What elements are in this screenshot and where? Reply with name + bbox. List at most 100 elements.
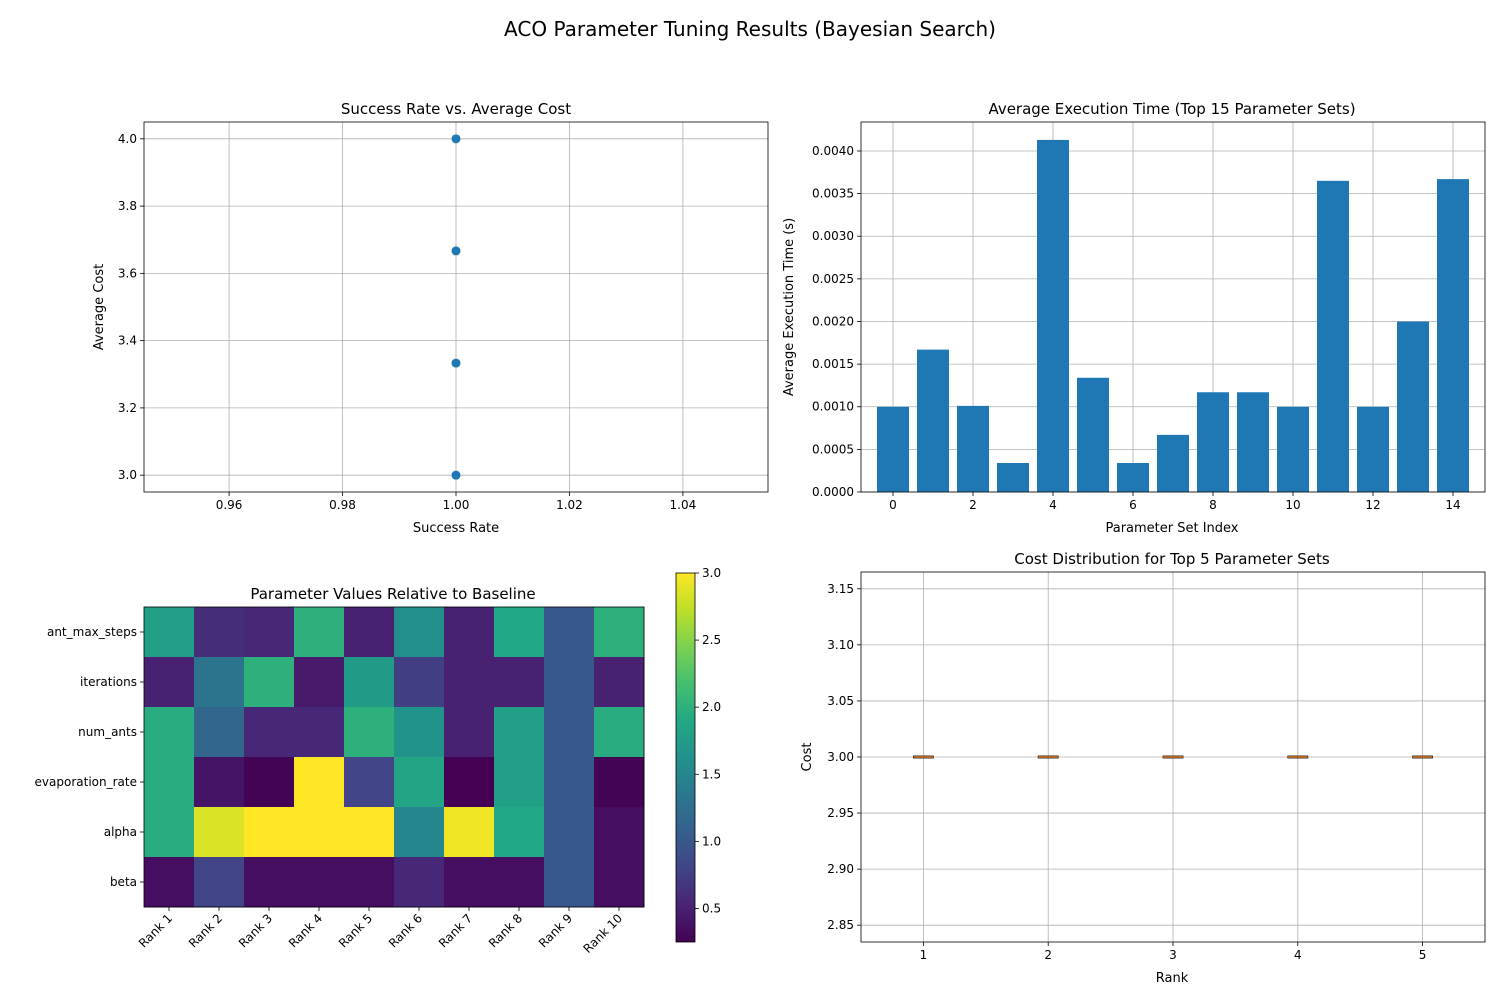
heatmap-cell — [594, 707, 645, 758]
scatter-y-tick-label: 3.0 — [118, 468, 137, 482]
box-x-tick-label: 4 — [1294, 948, 1302, 962]
heatmap-row-label: iterations — [80, 675, 137, 689]
bar — [1117, 463, 1149, 492]
bar-y-tick-label: 0.0030 — [812, 229, 854, 243]
heatmap-cell — [244, 757, 295, 808]
colorbar-tick-label: 3.0 — [702, 566, 721, 580]
heatmap-cell — [244, 657, 295, 708]
scatter-point — [451, 470, 461, 480]
heatmap-cell — [244, 707, 295, 758]
colorbar-tick-label: 1.0 — [702, 834, 721, 848]
heatmap-cell — [194, 607, 245, 658]
bar — [1277, 406, 1309, 492]
scatter-point — [451, 134, 461, 144]
bar-x-tick-label: 0 — [889, 498, 897, 512]
box-y-tick-label: 2.95 — [827, 806, 854, 820]
heatmap-cell — [594, 657, 645, 708]
heatmap-cell — [144, 707, 195, 758]
bar-y-tick-label: 0.0035 — [812, 187, 854, 201]
bar — [957, 405, 989, 492]
scatter-x-tick-label: 1.00 — [443, 498, 470, 512]
heatmap-cell — [144, 807, 195, 858]
box-y-tick-label: 3.05 — [827, 694, 854, 708]
heatmap-title: Parameter Values Relative to Baseline — [250, 585, 535, 603]
heatmap-cell — [294, 757, 345, 808]
bar — [997, 463, 1029, 492]
colorbar-tick-label: 1.5 — [702, 767, 721, 781]
heatmap-cell — [244, 607, 295, 658]
bar-x-tick-label: 10 — [1285, 498, 1300, 512]
box-x-tick-label: 1 — [920, 948, 928, 962]
colorbar-tick-label: 2.0 — [702, 700, 721, 714]
heatmap-row-label: evaporation_rate — [35, 775, 137, 789]
heatmap-cell — [344, 807, 395, 858]
bar — [1157, 434, 1189, 492]
heatmap-cell — [294, 607, 345, 658]
heatmap-cell — [494, 757, 545, 808]
bar-xlabel: Parameter Set Index — [1105, 521, 1238, 536]
scatter-x-tick-label: 0.96 — [216, 498, 243, 512]
bar — [1317, 180, 1349, 492]
heatmap-cell — [344, 757, 395, 808]
heatmap-cell — [494, 707, 545, 758]
scatter-x-tick-label: 1.04 — [670, 498, 697, 512]
bar-x-tick-label: 4 — [1049, 498, 1057, 512]
heatmap-cell — [544, 657, 595, 708]
heatmap-cell — [544, 757, 595, 808]
bar — [1357, 406, 1389, 492]
bar-x-tick-label: 2 — [969, 498, 977, 512]
scatter-x-tick-label: 0.98 — [329, 498, 356, 512]
bar-x-tick-label: 14 — [1445, 498, 1460, 512]
heatmap-cell — [244, 857, 295, 908]
bar — [1437, 179, 1469, 492]
heatmap-cell — [594, 807, 645, 858]
heatmap-cell — [144, 607, 195, 658]
heatmap-cell — [494, 657, 545, 708]
bar-ylabel: Average Execution Time (s) — [782, 218, 797, 396]
heatmap-cell — [394, 757, 445, 808]
bar-panel: Average Execution Time (Top 15 Parameter… — [782, 100, 1486, 536]
heatmap-cell — [494, 807, 545, 858]
scatter-y-tick-label: 3.4 — [118, 334, 137, 348]
scatter-y-tick-label: 3.2 — [118, 401, 137, 415]
box-x-tick-label: 3 — [1169, 948, 1177, 962]
heatmap-cell — [394, 657, 445, 708]
bar — [917, 349, 949, 492]
bar — [1037, 139, 1069, 492]
heatmap-cell — [394, 707, 445, 758]
scatter-y-tick-label: 3.8 — [118, 199, 137, 213]
heatmap-cell — [294, 857, 345, 908]
heatmap-cell — [194, 857, 245, 908]
heatmap-cell — [594, 607, 645, 658]
heatmap-cell — [444, 757, 495, 808]
bar — [1237, 392, 1269, 492]
heatmap-cell — [294, 807, 345, 858]
heatmap-cell — [444, 807, 495, 858]
heatmap-cell — [544, 607, 595, 658]
heatmap-cell — [594, 857, 645, 908]
bar-x-tick-label: 8 — [1209, 498, 1217, 512]
heatmap-cell — [544, 707, 595, 758]
bar-y-tick-label: 0.0005 — [812, 442, 854, 456]
box-y-tick-label: 2.90 — [827, 862, 854, 876]
scatter-xlabel: Success Rate — [413, 521, 499, 536]
heatmap-cell — [294, 657, 345, 708]
scatter-ylabel: Average Cost — [92, 264, 107, 350]
heatmap-cell — [444, 707, 495, 758]
heatmap-cell — [594, 757, 645, 808]
figure-title: ACO Parameter Tuning Results (Bayesian S… — [504, 17, 996, 41]
heatmap-cell — [144, 657, 195, 708]
heatmap-panel: Parameter Values Relative to Baseline an… — [35, 566, 722, 956]
bar-y-tick-label: 0.0025 — [812, 272, 854, 286]
bar — [877, 406, 909, 492]
box-x-tick-label: 5 — [1419, 948, 1427, 962]
heatmap-cell — [494, 607, 545, 658]
heatmap-row-label: ant_max_steps — [47, 625, 137, 639]
heatmap-cell — [344, 657, 395, 708]
heatmap-cell — [144, 857, 195, 908]
box-y-tick-label: 3.15 — [827, 582, 854, 596]
heatmap-cell — [344, 857, 395, 908]
bar-y-tick-label: 0.0010 — [812, 400, 854, 414]
bar-axes-frame — [860, 121, 1486, 493]
bar-x-tick-label: 6 — [1129, 498, 1137, 512]
